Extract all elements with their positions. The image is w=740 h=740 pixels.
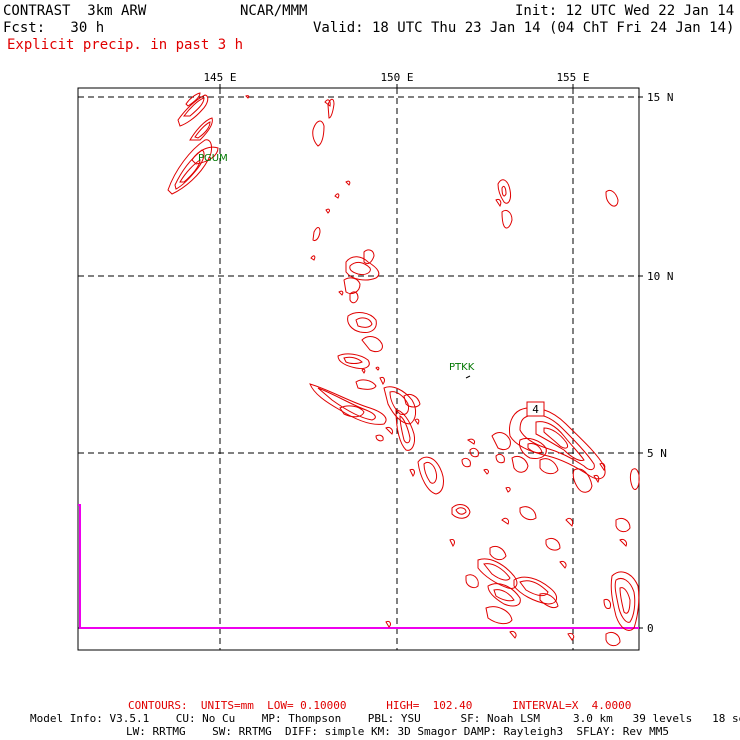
contour-cluster-chain	[337, 249, 385, 390]
lat-label-0: 0	[647, 622, 654, 635]
model-title: CONTRAST 3km ARW	[3, 3, 147, 19]
map-frame	[77, 87, 640, 651]
station-pgum: PGUM	[198, 153, 228, 164]
contour-info: CONTOURS: UNITS=mm LOW= 0.10000 HIGH= 10…	[128, 699, 632, 712]
domain-boundary	[78, 504, 639, 629]
model-info-line2: LW: RRTMG SW: RRTMG DIFF: simple KM: 3D …	[126, 725, 670, 738]
organization-label: NCAR/MMM	[240, 3, 308, 19]
lat-label-5: 5 N	[647, 447, 667, 460]
contour-cluster-north	[310, 98, 351, 261]
max-label: 4	[526, 401, 545, 417]
station-ptkk-marker	[465, 375, 471, 379]
contour-cluster-far-east	[603, 468, 640, 647]
contour-cluster-guam	[167, 92, 219, 195]
precip-contours	[167, 92, 640, 647]
station-ptkk: PTKK	[449, 362, 475, 373]
lon-label-145: 145 E	[203, 71, 236, 84]
lon-label-150: 150 E	[380, 71, 413, 84]
lon-label-155: 155 E	[556, 71, 589, 84]
graticule	[78, 88, 639, 650]
contour-speck	[245, 95, 250, 99]
contour-cluster-east	[469, 407, 606, 493]
field-name: Explicit precip. in past 3 h	[7, 37, 244, 53]
model-info-line1: Model Info: V3.5.1 CU: No Cu MP: Thompso…	[30, 712, 740, 725]
init-time: Init: 12 UTC Wed 22 Jan 14	[515, 3, 735, 19]
svg-text:4: 4	[532, 403, 539, 416]
contour-cluster-band	[309, 383, 421, 451]
lat-label-10: 10 N	[647, 270, 674, 283]
contour-cluster-mid	[409, 179, 619, 519]
forecast-hour: Fcst: 30 h	[3, 20, 105, 36]
contour-cluster-south	[385, 506, 575, 641]
lat-label-15: 15 N	[647, 91, 674, 104]
ticks	[219, 84, 643, 629]
valid-time: Valid: 18 UTC Thu 23 Jan 14 (04 ChT Fri …	[313, 20, 735, 36]
